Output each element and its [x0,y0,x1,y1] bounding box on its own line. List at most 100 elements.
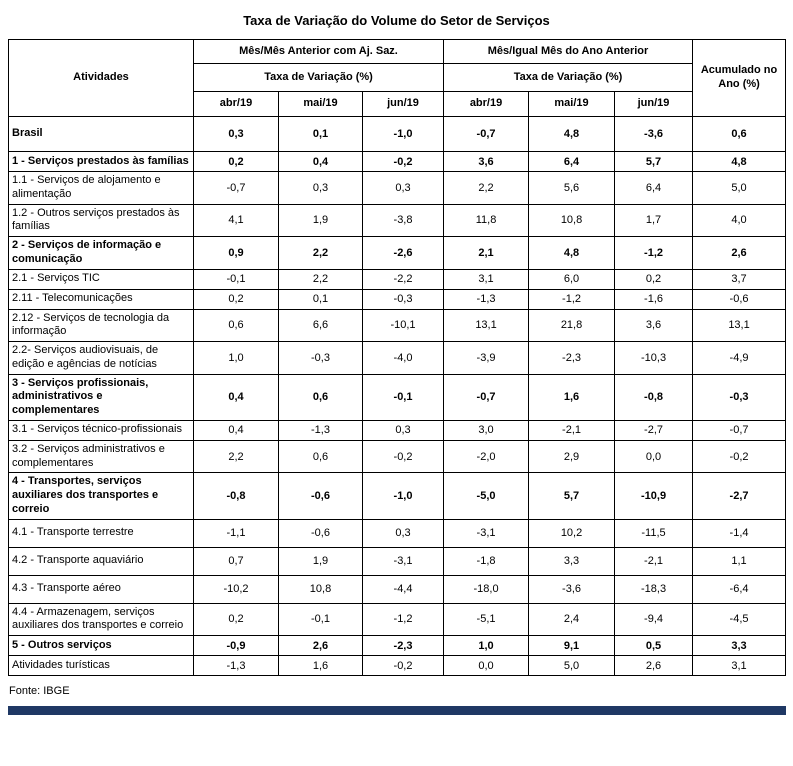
value-cell: -0,3 [692,373,787,421]
value-cell: 2,9 [528,439,616,474]
value-cell: 5,7 [614,151,694,172]
page: Taxa de Variação do Volume do Setor de S… [8,13,787,715]
value-cell: -18,0 [443,574,530,604]
header-activities: Atividades [8,39,194,117]
table-row: Brasil 0,3 0,1 -1,0 -0,7 4,8 -3,6 0,6 [8,116,787,152]
value-cell: 0,3 [278,171,363,205]
value-cell: -2,2 [361,268,445,290]
value-cell: -6,4 [692,574,787,604]
value-cell: -2,6 [361,236,445,270]
value-cell: -1,6 [614,288,694,310]
value-cell: 0,6 [193,308,279,342]
value-cell: -10,3 [614,341,694,375]
value-cell: 1,0 [443,635,530,656]
value-cell: -3,9 [443,341,530,375]
value-cell: 4,1 [193,203,279,237]
value-cell: 6,6 [278,308,363,342]
value-cell: -2,7 [614,419,694,441]
value-cell: 0,2 [193,288,279,310]
value-cell: 2,6 [278,635,363,656]
value-cell: -2,3 [528,341,616,375]
value-cell: 11,8 [443,203,530,237]
table-row: 2.1 - Serviços TIC -0,1 2,2 -2,2 3,1 6,0 0,2 3,… [8,268,787,290]
value-cell: -5,1 [443,602,530,636]
activity-label: 4.4 - Armazenagem, serviços auxiliares d… [8,602,194,636]
value-cell: 0,2 [614,268,694,290]
value-cell: 0,6 [278,373,363,421]
activity-label: Brasil [8,116,194,152]
header-taxa-variacao-1: Taxa de Variação (%) [192,63,445,92]
value-cell: -5,0 [443,472,530,520]
value-cell: 5,7 [528,472,616,520]
value-cell: 3,1 [692,655,787,676]
activity-label: 2.1 - Serviços TIC [8,268,194,290]
value-cell: -1,2 [361,602,445,636]
activity-label: 4.2 - Transporte aquaviário [8,546,194,576]
value-cell: 0,5 [614,635,694,656]
value-cell: 1,6 [278,655,363,676]
activity-label: 4.1 - Transporte terrestre [8,518,194,548]
header-month-mai-1: mai/19 [278,91,363,117]
value-cell: -1,8 [443,546,530,576]
value-cell: 0,3 [361,419,445,441]
value-cell: 0,0 [614,439,694,474]
value-cell: -3,1 [361,546,445,576]
value-cell: -3,6 [528,574,616,604]
value-cell: 0,2 [193,151,279,172]
value-cell: -4,5 [692,602,787,636]
value-cell: -18,3 [614,574,694,604]
value-cell: 9,1 [528,635,616,656]
value-cell: 4,8 [528,236,616,270]
value-cell: 6,4 [614,171,694,205]
value-cell: -10,9 [614,472,694,520]
value-cell: -0,8 [193,472,279,520]
value-cell: 5,0 [528,655,616,676]
value-cell: 10,2 [528,518,616,548]
value-cell: -1,4 [692,518,787,548]
value-cell: -0,1 [193,268,279,290]
value-cell: 1,0 [193,341,279,375]
value-cell: -2,0 [443,439,530,474]
activity-label: 3.1 - Serviços técnico-profissionais [8,419,194,441]
value-cell: 2,2 [193,439,279,474]
page-title: Taxa de Variação do Volume do Setor de S… [243,13,550,28]
activity-label: 1.1 - Serviços de alojamento e alimentaç… [8,171,194,205]
header-group-mes-anterior: Mês/Mês Anterior com Aj. Saz. [192,39,445,64]
value-cell: 13,1 [443,308,530,342]
value-cell: -3,6 [614,116,694,152]
activity-label: 2.2- Serviços audiovisuais, de edição e … [8,341,194,375]
value-cell: -0,2 [361,655,445,676]
value-cell: 0,3 [361,171,445,205]
activity-label: 1.2 - Outros serviços prestados às famíl… [8,203,194,237]
value-cell: 2,1 [443,236,530,270]
value-cell: -0,8 [614,373,694,421]
activity-label: 4 - Transportes, serviços auxiliares dos… [8,472,194,520]
activity-label: 2.12 - Serviços de tecnologia da informa… [8,308,194,342]
header-acumulado: Acumulado no Ano (%) [692,39,787,117]
value-cell: 2,2 [278,268,363,290]
value-cell: 0,0 [443,655,530,676]
value-cell: -0,6 [278,472,363,520]
table-row: 2.11 - Telecomunicações 0,2 0,1 -0,3 -1,3 -1,… [8,288,787,310]
value-cell: -10,2 [193,574,279,604]
value-cell: -1,2 [528,288,616,310]
value-cell: 2,6 [692,236,787,270]
value-cell: -1,3 [443,288,530,310]
bottom-blue-bar [8,706,786,715]
value-cell: 1,9 [278,203,363,237]
header-group-igual-mes: Mês/Igual Mês do Ano Anterior [443,39,694,64]
value-cell: -0,1 [361,373,445,421]
value-cell: -0,2 [692,439,787,474]
value-cell: -0,9 [193,635,279,656]
activity-label: 3.2 - Serviços administrativos e complem… [8,439,194,474]
value-cell: 1,9 [278,546,363,576]
table-row: 1.1 - Serviços de alojamento e alimentaç… [8,171,787,205]
value-cell: 0,6 [278,439,363,474]
table-header: Atividades Mês/Mês Anterior com Aj. Saz.… [8,39,787,117]
services-variation-table: Atividades Mês/Mês Anterior com Aj. Saz.… [8,39,787,676]
table-row: 4.4 - Armazenagem, serviços auxiliares d… [8,602,787,636]
value-cell: 3,3 [692,635,787,656]
value-cell: 21,8 [528,308,616,342]
value-cell: -0,1 [278,602,363,636]
value-cell: 0,6 [692,116,787,152]
